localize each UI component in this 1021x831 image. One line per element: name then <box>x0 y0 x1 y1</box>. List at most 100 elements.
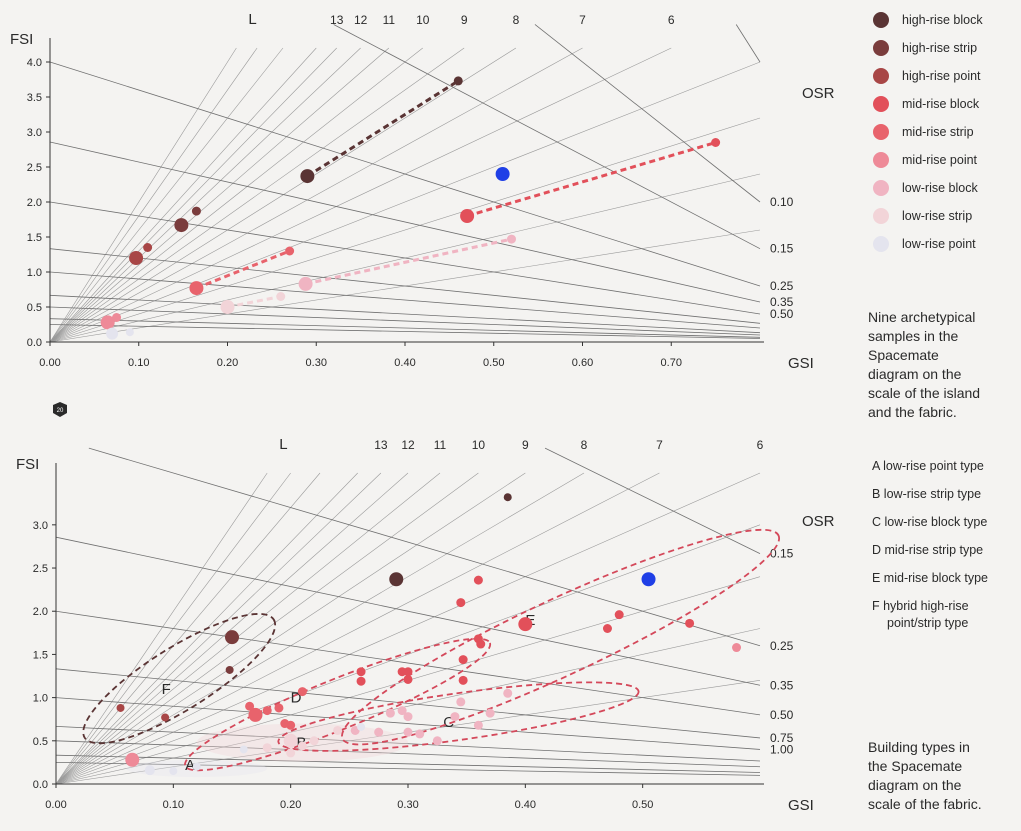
point-low-rise-point <box>357 722 366 731</box>
x-tick-label: 0.10 <box>163 799 184 811</box>
legend-item-mid-rise-point: mid-rise point <box>873 152 978 168</box>
caption-bottom-line: scale of the fabric. <box>868 796 982 812</box>
y-tick-label: 1.5 <box>27 232 42 244</box>
point-mid-rise-strip <box>248 707 263 722</box>
legend-item-high-rise-strip: high-rise strip <box>873 40 977 56</box>
legend-label-high-rise-block: high-rise block <box>902 13 983 27</box>
group-label-a: A <box>185 757 195 774</box>
layer-label: 13 <box>374 438 388 452</box>
legend-swatch-mid-rise-block <box>873 96 889 112</box>
osr-line <box>735 24 761 63</box>
point-low-rise-strip <box>283 733 298 748</box>
layer-label: 7 <box>656 438 663 452</box>
x-tick-label: 0.50 <box>632 799 653 811</box>
point-mid-rise-strip <box>274 703 284 713</box>
dashed-link <box>195 249 291 290</box>
y-tick-label: 0.5 <box>33 736 48 748</box>
y-tick-label: 0.0 <box>27 337 42 349</box>
caption-bottom-line: diagram on the <box>868 777 962 793</box>
point-low-rise-block <box>485 708 495 718</box>
point-low-rise-point <box>125 328 134 337</box>
osr-line <box>55 536 761 686</box>
legend: high-rise block high-rise strip high-ris… <box>873 12 983 252</box>
osr-label: 1.00 <box>770 742 794 756</box>
point-mid-rise-strip <box>189 281 204 296</box>
type-legend-item: point/strip type <box>887 616 968 630</box>
legend-item-high-rise-block: high-rise block <box>873 12 983 28</box>
point-low-rise-block <box>374 727 384 737</box>
legend-item-low-rise-point: low-rise point <box>873 236 976 252</box>
point-mid-rise-block <box>458 675 468 685</box>
point-mid-rise-strip <box>245 701 255 711</box>
legend-label-low-rise-point: low-rise point <box>902 237 976 251</box>
legend-label-mid-rise-point: mid-rise point <box>902 153 978 167</box>
group-ellipse-d <box>184 637 492 772</box>
point-mid-rise-strip <box>297 687 307 697</box>
point-mid-rise-point <box>100 315 115 330</box>
point-low-rise-strip <box>309 736 319 746</box>
layers-axis-label: L <box>248 11 256 28</box>
point-mid-rise-block <box>458 655 468 665</box>
osr-axis-label: OSR <box>802 513 835 530</box>
y-tick-label: 1.0 <box>27 267 42 279</box>
osr-line <box>49 141 761 303</box>
layers-axis-label: L <box>279 436 287 453</box>
layer-label: 8 <box>513 13 520 27</box>
osr-line <box>49 248 761 324</box>
layer-line <box>49 47 337 343</box>
osr-line <box>49 324 761 339</box>
x-tick-label: 0.00 <box>39 357 60 369</box>
point-low-rise-strip <box>286 748 296 758</box>
point-mid-rise-block <box>403 674 413 684</box>
x-tick-label: 0.30 <box>397 799 418 811</box>
y-tick-label: 2.5 <box>27 162 42 174</box>
point-mid-rise-block <box>518 617 533 632</box>
legend-swatch-high-rise-strip <box>873 40 889 56</box>
spacemate-chart-bottom: 0.00 0.10 0.20 0.30 0.40 0.50 0.0 0.5 1.0 1.5 2.0 2… <box>16 436 835 814</box>
legend-item-low-rise-block: low-rise block <box>873 180 978 196</box>
point-low-rise-block <box>403 727 413 737</box>
osr-line <box>534 24 761 203</box>
y-tick-label: 3.5 <box>27 92 42 104</box>
point-high-rise-point <box>161 713 170 722</box>
point-low-rise-point <box>106 327 119 340</box>
osr-line <box>333 24 761 250</box>
layer-line <box>55 472 321 785</box>
point-mid-rise-block <box>476 639 486 649</box>
point-low-rise-strip <box>262 743 272 753</box>
point-high-rise-strip <box>174 218 189 233</box>
caption-bottom-line: Building types in <box>868 739 970 755</box>
osr-line <box>544 447 761 554</box>
point-low-rise-block <box>403 712 413 722</box>
osr-line <box>49 294 761 334</box>
point-highlight <box>495 167 510 181</box>
osr-line <box>55 610 761 716</box>
point-highlight <box>641 572 656 587</box>
osr-line <box>55 697 761 750</box>
caption-top-line: and the fabric. <box>868 404 957 420</box>
x-tick-label: 0.20 <box>280 799 301 811</box>
point-high-rise-strip <box>191 206 201 216</box>
group-label-d: D <box>291 690 302 707</box>
point-high-rise-point <box>143 243 153 252</box>
osr-line <box>49 318 761 338</box>
legend-label-mid-rise-strip: mid-rise strip <box>902 125 974 139</box>
caption-top-line: samples in the <box>868 328 958 344</box>
layer-line <box>49 47 465 343</box>
group-ellipse-f <box>82 613 277 745</box>
group-ellipse-e <box>341 528 781 746</box>
point-low-rise-block <box>503 688 513 698</box>
point-mid-rise-block <box>473 575 483 585</box>
layer-line <box>49 47 517 343</box>
y-tick-label: 3.0 <box>27 127 42 139</box>
layer-label: 11 <box>434 438 447 452</box>
layer-line <box>49 47 258 343</box>
x-axis-label: GSI <box>788 355 814 372</box>
layer-label: 6 <box>757 438 764 452</box>
point-mid-rise-strip <box>262 706 272 716</box>
legend-label-mid-rise-block: mid-rise block <box>902 97 980 111</box>
point-high-rise-point <box>116 703 125 712</box>
y-tick-label: 0.5 <box>27 302 42 314</box>
type-legend-item: F hybrid high-rise <box>872 599 969 613</box>
point-high-rise-block <box>453 76 463 86</box>
